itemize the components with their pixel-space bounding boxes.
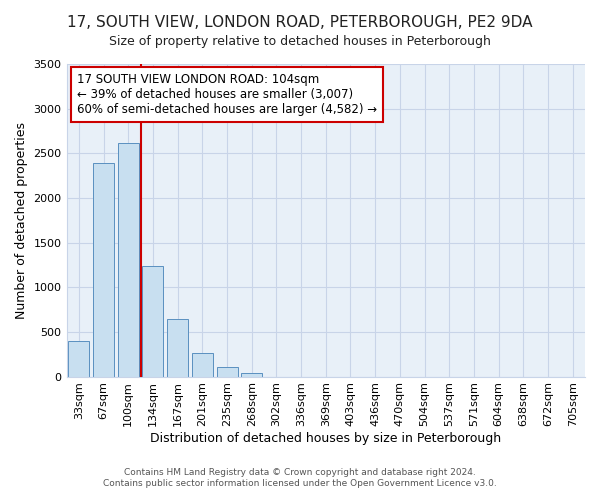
Bar xyxy=(241,372,262,376)
Bar xyxy=(68,341,89,376)
Bar xyxy=(142,266,163,376)
Bar xyxy=(217,367,238,376)
Bar xyxy=(167,320,188,376)
Bar xyxy=(192,353,213,376)
Text: 17, SOUTH VIEW, LONDON ROAD, PETERBOROUGH, PE2 9DA: 17, SOUTH VIEW, LONDON ROAD, PETERBOROUG… xyxy=(67,15,533,30)
Bar xyxy=(118,144,139,376)
Text: Size of property relative to detached houses in Peterborough: Size of property relative to detached ho… xyxy=(109,35,491,48)
Text: 17 SOUTH VIEW LONDON ROAD: 104sqm
← 39% of detached houses are smaller (3,007)
6: 17 SOUTH VIEW LONDON ROAD: 104sqm ← 39% … xyxy=(77,74,377,116)
Text: Contains HM Land Registry data © Crown copyright and database right 2024.
Contai: Contains HM Land Registry data © Crown c… xyxy=(103,468,497,487)
Y-axis label: Number of detached properties: Number of detached properties xyxy=(15,122,28,319)
Bar xyxy=(93,163,114,376)
X-axis label: Distribution of detached houses by size in Peterborough: Distribution of detached houses by size … xyxy=(150,432,502,445)
